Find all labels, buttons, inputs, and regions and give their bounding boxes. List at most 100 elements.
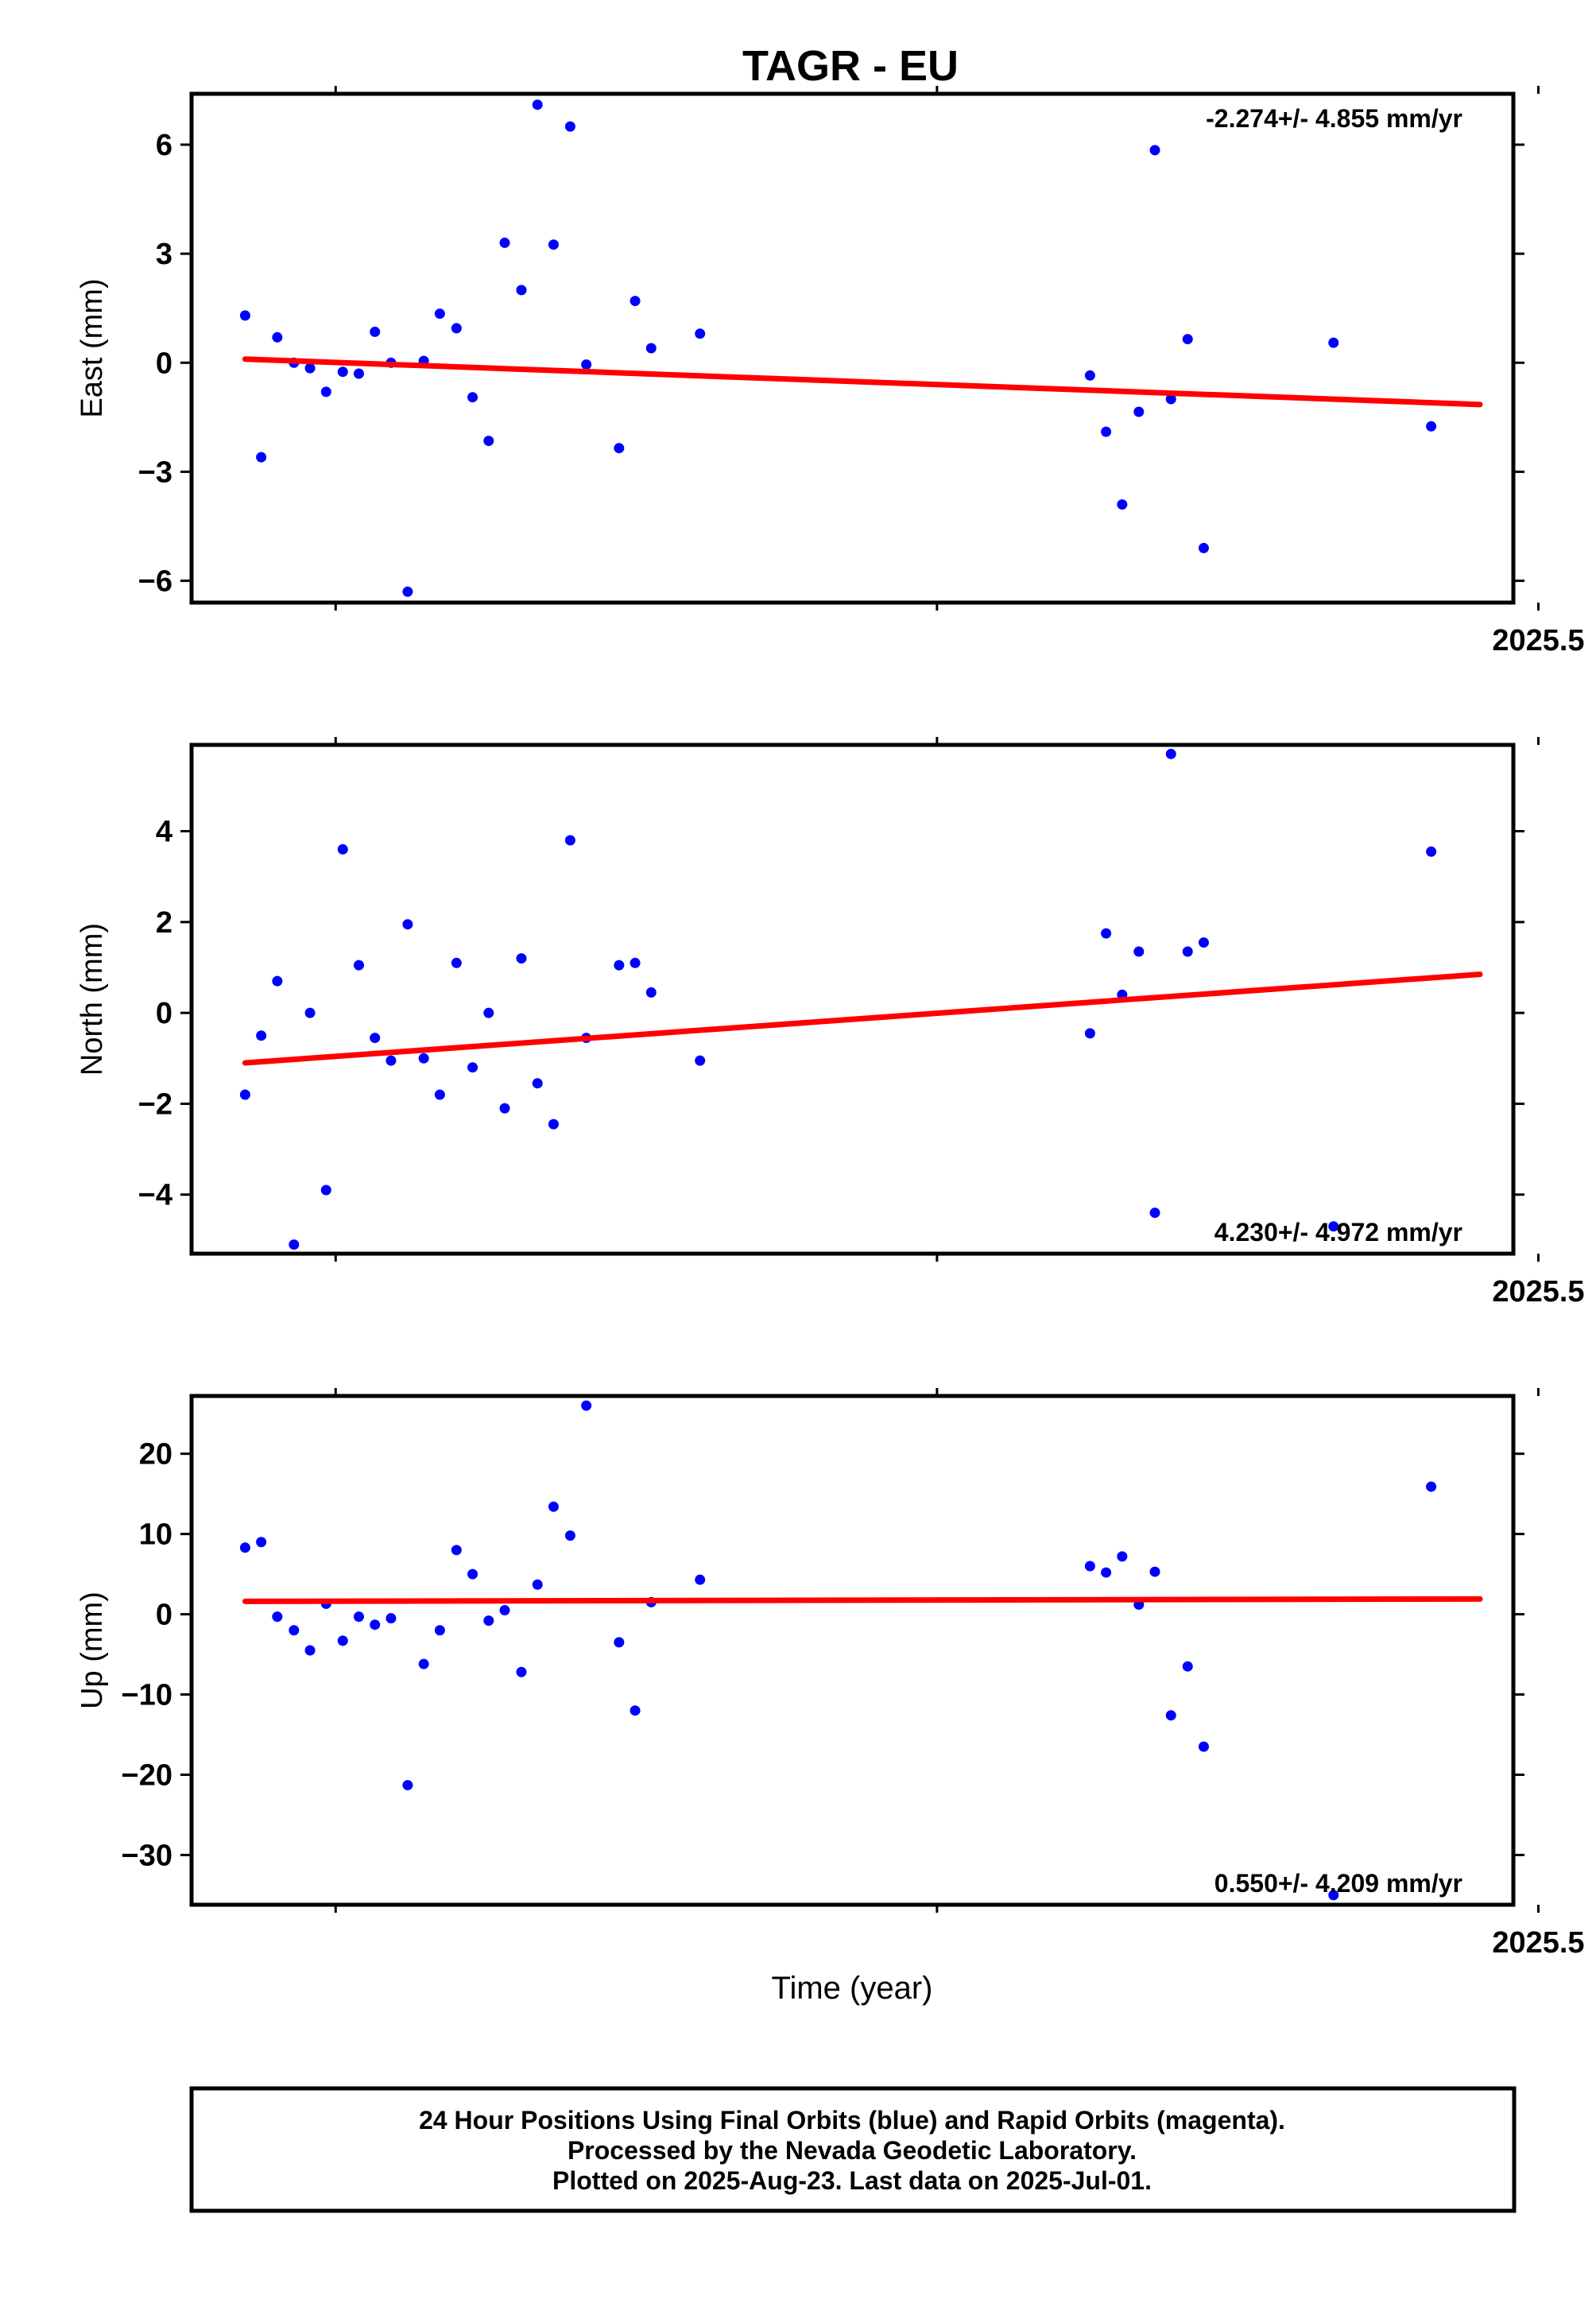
- north-trend-line: [242, 971, 1483, 1066]
- up-x-tick-label: 2025.5: [1492, 1926, 1584, 1960]
- up-data-point: [256, 1537, 267, 1548]
- east-rate-label: -2.274+/- 4.855 mm/yr: [1206, 104, 1462, 133]
- up-y-tick-label: 0: [156, 1599, 172, 1632]
- east-data-point: [564, 121, 575, 132]
- up-data-point: [581, 1400, 592, 1411]
- footer-line-1: 24 Hour Positions Using Final Orbits (bl…: [419, 2106, 1285, 2134]
- east-data-point: [581, 359, 592, 370]
- north-data-point: [467, 1062, 478, 1073]
- east-data-point: [1084, 370, 1095, 381]
- up-data-point: [1426, 1481, 1437, 1492]
- north-rate-label: 4.230+/- 4.972 mm/yr: [1214, 1218, 1462, 1247]
- up-data-point: [418, 1658, 429, 1669]
- north-data-point: [499, 1103, 510, 1114]
- east-data-point: [1426, 421, 1437, 432]
- east-plot-frame: [189, 91, 1516, 605]
- up-trend-line: [242, 1596, 1483, 1604]
- north-data-point: [402, 919, 413, 930]
- east-x-tick-label: 2025.5: [1492, 624, 1584, 657]
- east-data-point: [1165, 394, 1176, 405]
- up-data-point: [564, 1530, 575, 1541]
- up-rate-label: 0.550+/- 4.209 mm/yr: [1214, 1869, 1462, 1898]
- east-data-point: [434, 308, 445, 320]
- north-data-point: [304, 1007, 316, 1018]
- east-data-point: [499, 237, 510, 248]
- north-data-point: [1165, 748, 1176, 759]
- chart-title: TAGR - EU: [742, 42, 959, 90]
- north-y-tick-label: 4: [156, 816, 172, 849]
- east-data-point: [1133, 406, 1145, 417]
- north-data-point: [1328, 1221, 1339, 1232]
- up-y-tick-label: −20: [122, 1758, 172, 1792]
- up-data-point: [516, 1666, 527, 1677]
- north-data-point: [1133, 946, 1145, 957]
- north-y-tick-label: −2: [138, 1088, 172, 1121]
- up-panel: 20 10 0 −10 −20 −30 2025.5 Up (mm) 0.550+/- 4.20…: [76, 1388, 1585, 1960]
- up-data-point: [451, 1545, 462, 1556]
- north-data-point: [1101, 928, 1112, 939]
- east-panel: 6 3 0 −3 −6 2025.5 East (mm) -2.274+/- 4.855 mm…: [76, 86, 1585, 657]
- up-data-point: [629, 1705, 641, 1716]
- footer-line-3: Plotted on 2025-Aug-23. Last data on 202…: [552, 2166, 1152, 2195]
- east-y-tick-label: −3: [138, 456, 172, 489]
- east-data-point: [467, 392, 478, 403]
- east-data-point: [645, 343, 657, 354]
- up-data-point: [434, 1625, 445, 1636]
- east-data-point: [629, 296, 641, 307]
- up-data-point: [272, 1611, 283, 1623]
- north-data-point: [548, 1119, 559, 1130]
- east-data-point: [1328, 337, 1339, 348]
- up-data-point: [239, 1542, 250, 1553]
- east-data-point: [1101, 426, 1112, 437]
- up-data-point: [370, 1619, 381, 1630]
- east-data-point: [337, 366, 348, 378]
- up-data-point: [532, 1579, 543, 1590]
- up-data-point: [304, 1645, 316, 1656]
- up-data-point: [289, 1625, 300, 1636]
- east-data-point: [451, 323, 462, 334]
- east-data-point: [532, 99, 543, 111]
- east-data-point: [239, 310, 250, 321]
- north-y-tick-label: 2: [156, 906, 172, 940]
- east-data-point: [370, 326, 381, 337]
- up-data-point: [1117, 1551, 1128, 1562]
- north-panel: 4 2 0 −2 −4 2025.5 North (mm) 4.230+/- 4.972 mm…: [76, 737, 1585, 1309]
- east-y-tick-label: 0: [156, 347, 172, 380]
- east-data-point: [272, 332, 283, 343]
- north-data-point: [385, 1055, 397, 1066]
- north-data-point: [629, 957, 641, 968]
- up-data-point: [1101, 1567, 1112, 1578]
- east-data-point: [1117, 499, 1128, 510]
- east-data-points: [239, 99, 1437, 597]
- north-plot-frame: [189, 743, 1516, 1256]
- north-data-point: [256, 1030, 267, 1041]
- up-data-point: [353, 1611, 364, 1623]
- north-data-point: [1198, 937, 1209, 948]
- east-data-point: [256, 452, 267, 463]
- east-y-tick-label: 3: [156, 238, 172, 271]
- up-data-point: [614, 1637, 625, 1648]
- east-data-point: [304, 363, 316, 374]
- east-data-point: [516, 285, 527, 296]
- north-data-point: [434, 1089, 445, 1100]
- north-data-point: [483, 1007, 494, 1018]
- north-data-point: [239, 1089, 250, 1100]
- north-data-point: [516, 953, 527, 964]
- east-data-point: [1182, 334, 1193, 345]
- up-data-point: [402, 1780, 413, 1791]
- up-data-points: [239, 1400, 1437, 1901]
- up-y-tick-label: −30: [122, 1839, 172, 1872]
- north-data-point: [1426, 846, 1437, 857]
- east-data-point: [1198, 542, 1209, 553]
- north-data-point: [272, 975, 283, 987]
- north-data-point: [289, 1239, 300, 1250]
- up-data-point: [337, 1635, 348, 1646]
- east-y-tick-label: −6: [138, 565, 172, 599]
- north-data-points: [239, 748, 1437, 1250]
- east-data-point: [402, 586, 413, 597]
- up-data-point: [467, 1568, 478, 1580]
- east-data-point: [483, 436, 494, 447]
- north-data-point: [353, 960, 364, 971]
- north-data-point: [1182, 946, 1193, 957]
